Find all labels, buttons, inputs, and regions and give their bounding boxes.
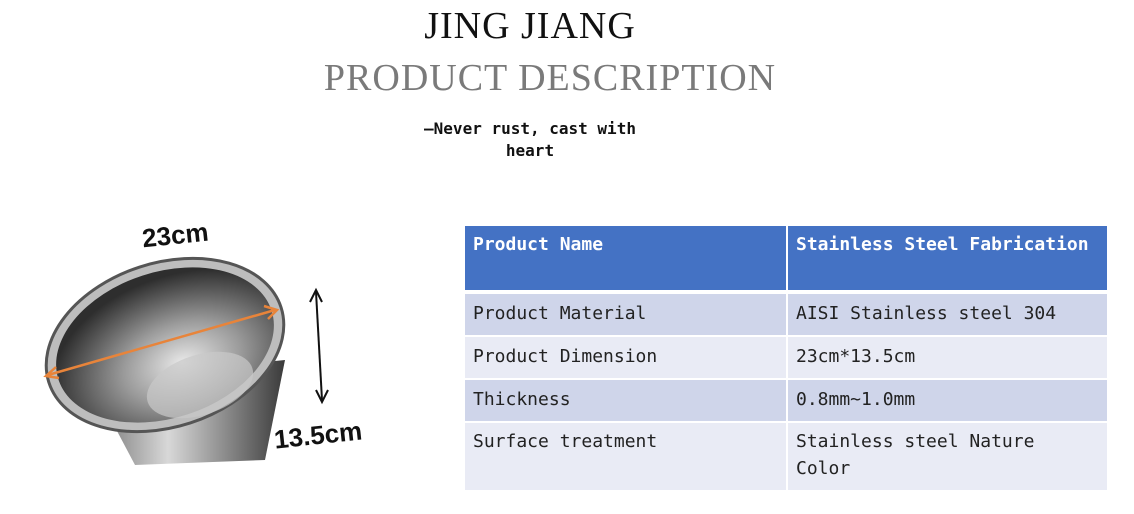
brand-title: JING JIANG [424,5,636,47]
row-label: Thickness [465,380,788,423]
spec-table: Product Name Stainless Steel Fabrication… [465,226,1109,492]
row-label: Product Material [465,294,788,337]
table-header-row: Product Name Stainless Steel Fabrication [465,226,1109,294]
page-title: PRODUCT DESCRIPTION [323,57,777,99]
header-label: Product Name [465,226,788,294]
row-value: 23cm*13.5cm [788,337,1109,380]
row-value: AISI Stainless steel 304 [788,294,1109,337]
table-row: Product Material AISI Stainless steel 30… [465,294,1109,337]
table-row: Surface treatment Stainless steel Nature… [465,423,1109,492]
row-label: Product Dimension [465,337,788,380]
table-row: Product Dimension 23cm*13.5cm [465,337,1109,380]
table-row: Thickness 0.8mm~1.0mm [465,380,1109,423]
row-value: Stainless steel Nature Color [788,423,1109,492]
row-value: 0.8mm~1.0mm [788,380,1109,423]
product-photo-bowl [43,256,329,465]
row-label: Surface treatment [465,423,788,492]
header-value: Stainless Steel Fabrication [788,226,1109,294]
tagline: —Never rust, cast with heart [424,119,636,160]
